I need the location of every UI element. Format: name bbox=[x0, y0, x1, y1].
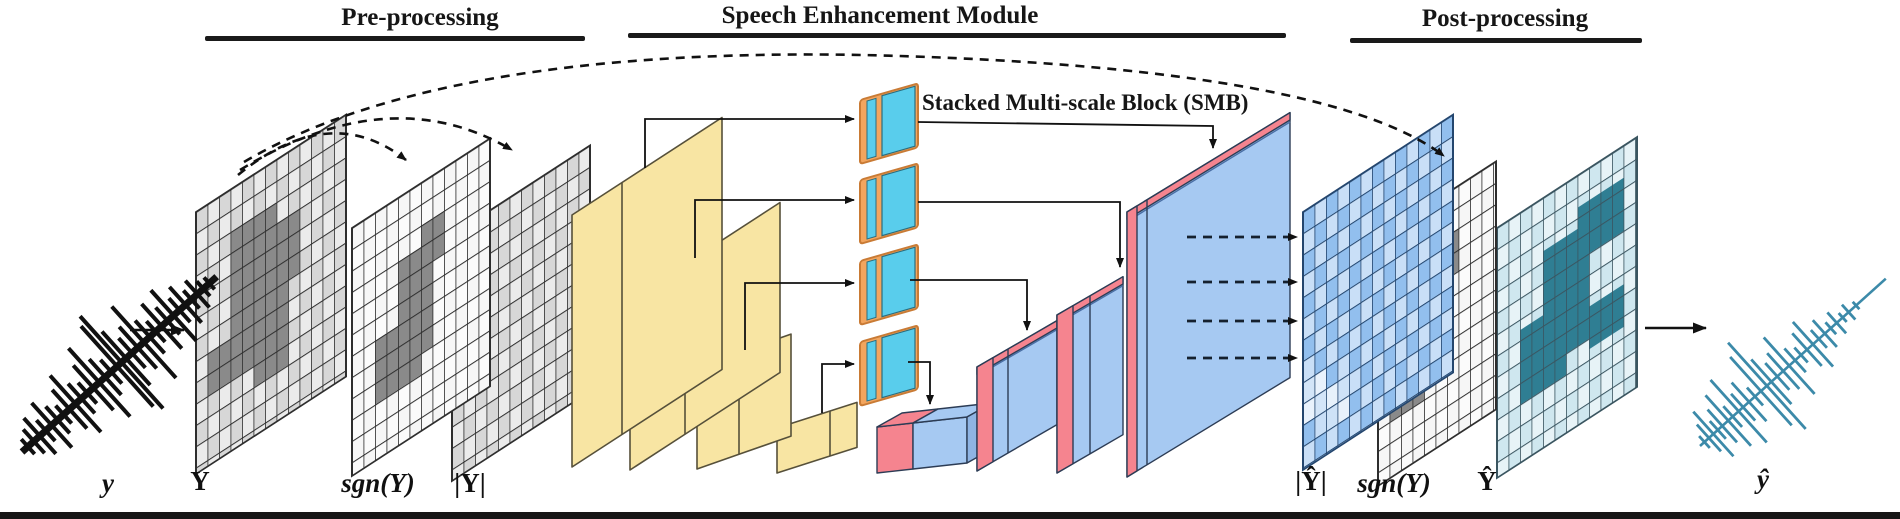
label-magnitude: |Y| bbox=[454, 468, 486, 498]
smb-block-2 bbox=[859, 163, 919, 245]
smb-decoder-connections bbox=[908, 121, 1217, 405]
label-noisy-spec: Y bbox=[190, 466, 210, 496]
encoder-smb-connections bbox=[644, 115, 855, 413]
header-speech-enhancement: Speech Enhancement Module bbox=[721, 2, 1039, 29]
decoder-block-1 bbox=[876, 402, 993, 474]
bottom-rule bbox=[0, 512, 1900, 519]
conn-e2-smb2 bbox=[694, 196, 855, 258]
conn-e4-smb4 bbox=[821, 360, 855, 413]
skip-Y-to-sgn bbox=[237, 132, 407, 177]
encoder-block-4 bbox=[776, 401, 858, 474]
header-pre-underline bbox=[205, 36, 585, 41]
grid-est-spec bbox=[1496, 135, 1638, 480]
decoder-block-2 bbox=[976, 319, 1058, 472]
skip-connections bbox=[237, 53, 1445, 177]
conn-e3-smb3 bbox=[744, 279, 855, 350]
conn-smb1-d4 bbox=[917, 121, 1217, 149]
output-waveform bbox=[1692, 277, 1887, 458]
skip-sgn-to-post bbox=[243, 53, 1445, 164]
smb-blocks bbox=[859, 83, 919, 407]
label-est-magnitude: |Ŷ| bbox=[1295, 466, 1327, 496]
header-sem-underline bbox=[628, 33, 1286, 38]
grid-noisy-spec-Y bbox=[195, 112, 347, 476]
label-sign-post: sgn(Y) bbox=[1357, 468, 1431, 498]
input-waveform bbox=[19, 274, 220, 456]
grid-sign-pre bbox=[351, 136, 491, 478]
conn-smb3-d2 bbox=[910, 279, 1031, 331]
conn-smb4-d1 bbox=[908, 361, 934, 405]
smb-block-3 bbox=[859, 244, 919, 326]
conn-smb2-d3 bbox=[918, 201, 1124, 268]
header-pre-processing: Pre-processing bbox=[341, 4, 499, 31]
decoder-block-3 bbox=[1056, 276, 1124, 474]
decoder-blocks bbox=[876, 111, 1291, 478]
conn-e1-smb1 bbox=[644, 115, 855, 168]
decoder-output-arrows bbox=[1187, 233, 1298, 362]
label-input-wave: y bbox=[102, 468, 114, 498]
encoder-block-1 bbox=[571, 116, 723, 468]
header-post-underline bbox=[1350, 38, 1642, 43]
smb-caption: Stacked Multi-scale Block (SMB) bbox=[922, 90, 1249, 115]
label-output-wave: ŷ bbox=[1757, 464, 1769, 494]
smb-block-4 bbox=[859, 325, 919, 407]
decoder-block-4 bbox=[1126, 111, 1291, 478]
smb-block-1 bbox=[859, 83, 919, 165]
grid-est-magnitude bbox=[1302, 112, 1454, 472]
label-est-spec: Ŷ bbox=[1477, 466, 1497, 496]
encoder-blocks bbox=[571, 116, 858, 474]
header-post-processing: Post-processing bbox=[1421, 5, 1589, 32]
label-sign-pre: sgn(Y) bbox=[341, 468, 415, 498]
